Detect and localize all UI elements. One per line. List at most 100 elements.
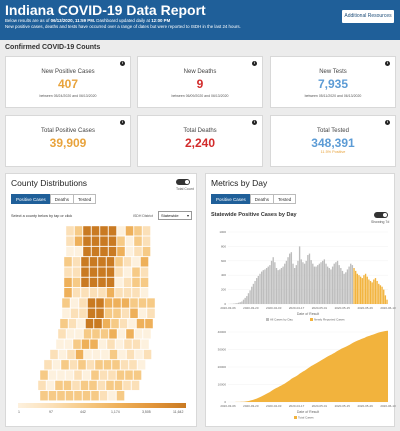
county-cell[interactable] bbox=[97, 277, 107, 288]
county-cell[interactable] bbox=[83, 328, 92, 340]
county-cell[interactable] bbox=[39, 369, 49, 381]
county-cell[interactable] bbox=[114, 267, 124, 278]
county-cell[interactable] bbox=[54, 380, 64, 391]
county-cell[interactable] bbox=[73, 390, 83, 401]
county-cell[interactable] bbox=[116, 226, 126, 237]
tab-positive-cases[interactable]: Positive Cases bbox=[11, 194, 50, 204]
county-cell[interactable] bbox=[137, 359, 146, 370]
county-cell[interactable] bbox=[125, 246, 134, 257]
county-cell[interactable] bbox=[107, 369, 117, 381]
county-cell[interactable] bbox=[82, 369, 91, 381]
county-cell[interactable] bbox=[133, 246, 143, 257]
county-cell[interactable] bbox=[39, 390, 49, 401]
county-cell[interactable] bbox=[125, 226, 134, 237]
metrics-tab-positive-cases[interactable]: Positive Cases bbox=[211, 194, 250, 204]
county-cell[interactable] bbox=[116, 390, 125, 401]
county-cell[interactable] bbox=[91, 236, 100, 247]
county-cell[interactable] bbox=[71, 380, 81, 391]
county-cell[interactable] bbox=[108, 246, 117, 257]
county-cell[interactable] bbox=[106, 277, 115, 288]
county-cell[interactable] bbox=[80, 277, 90, 288]
county-cell[interactable] bbox=[140, 339, 150, 350]
county-cell[interactable] bbox=[72, 256, 81, 267]
county-cell[interactable] bbox=[106, 267, 115, 278]
county-cell[interactable] bbox=[82, 246, 92, 257]
county-cell[interactable] bbox=[65, 226, 75, 237]
county-cell[interactable] bbox=[138, 297, 147, 309]
county-cell[interactable] bbox=[73, 369, 83, 381]
county-cell[interactable] bbox=[92, 349, 101, 360]
county-cell[interactable] bbox=[142, 246, 151, 257]
county-cell[interactable] bbox=[89, 277, 98, 288]
county-cell[interactable] bbox=[59, 318, 69, 329]
county-cell[interactable] bbox=[61, 308, 71, 319]
county-cell[interactable] bbox=[65, 246, 75, 257]
county-cell[interactable] bbox=[127, 318, 137, 329]
county-cell[interactable] bbox=[82, 226, 92, 237]
county-cell[interactable] bbox=[126, 349, 135, 360]
county-cell[interactable] bbox=[70, 297, 79, 309]
county-cell[interactable] bbox=[52, 359, 61, 370]
county-cell[interactable] bbox=[117, 349, 127, 360]
county-cell[interactable] bbox=[68, 318, 77, 329]
county-cell[interactable] bbox=[100, 328, 109, 340]
county-cell[interactable] bbox=[128, 359, 138, 370]
county-cell[interactable] bbox=[102, 318, 111, 329]
county-cell[interactable] bbox=[140, 277, 149, 288]
county-cell[interactable] bbox=[104, 297, 113, 309]
county-cell[interactable] bbox=[37, 380, 47, 391]
county-cell[interactable] bbox=[58, 349, 67, 360]
county-cell[interactable] bbox=[86, 359, 95, 370]
county-cell[interactable] bbox=[133, 369, 142, 381]
county-cell[interactable] bbox=[142, 236, 151, 247]
county-cell[interactable] bbox=[90, 390, 100, 401]
county-cell[interactable] bbox=[99, 246, 109, 257]
additional-resources-button[interactable]: Additional Resources bbox=[342, 10, 394, 23]
county-cell[interactable] bbox=[99, 226, 109, 237]
county-cell[interactable] bbox=[121, 297, 130, 309]
county-cell[interactable] bbox=[142, 226, 151, 237]
county-cell[interactable] bbox=[106, 287, 115, 298]
county-cell[interactable] bbox=[121, 308, 130, 319]
county-cell[interactable] bbox=[133, 226, 143, 237]
county-cell[interactable] bbox=[133, 236, 143, 247]
county-cell[interactable] bbox=[97, 287, 107, 298]
county-cell[interactable] bbox=[114, 256, 124, 267]
county-cell[interactable] bbox=[138, 308, 147, 319]
county-cell[interactable] bbox=[80, 267, 90, 278]
county-cell[interactable] bbox=[108, 226, 117, 237]
county-cell[interactable] bbox=[109, 349, 118, 360]
info-icon[interactable]: i bbox=[120, 61, 125, 66]
county-cell[interactable] bbox=[106, 339, 116, 350]
county-cell[interactable] bbox=[65, 390, 74, 401]
county-cell[interactable] bbox=[95, 297, 105, 309]
county-cell[interactable] bbox=[132, 339, 141, 350]
county-cell[interactable] bbox=[66, 328, 75, 340]
county-cell[interactable] bbox=[63, 256, 73, 267]
county-cell[interactable] bbox=[85, 318, 94, 329]
county-cell[interactable] bbox=[123, 256, 132, 267]
metrics-tab-tested[interactable]: Tested bbox=[273, 194, 297, 204]
county-cell[interactable] bbox=[72, 339, 82, 350]
county-cell[interactable] bbox=[105, 380, 115, 391]
county-cell[interactable] bbox=[114, 380, 123, 391]
county-cell[interactable] bbox=[108, 236, 117, 247]
info-icon[interactable]: i bbox=[252, 61, 257, 66]
county-cell[interactable] bbox=[116, 369, 125, 381]
county-cell[interactable] bbox=[104, 308, 113, 319]
county-cell[interactable] bbox=[89, 256, 98, 267]
county-cell[interactable] bbox=[49, 349, 59, 360]
county-cell[interactable] bbox=[91, 328, 101, 340]
county-cell[interactable] bbox=[89, 287, 98, 298]
county-cell[interactable] bbox=[78, 308, 88, 319]
county-cell[interactable] bbox=[89, 267, 98, 278]
county-cell[interactable] bbox=[131, 267, 141, 278]
county-cell[interactable] bbox=[131, 287, 141, 298]
county-cell[interactable] bbox=[146, 297, 156, 309]
county-cell[interactable] bbox=[74, 246, 83, 257]
county-cell[interactable] bbox=[72, 267, 81, 278]
county-cell[interactable] bbox=[129, 308, 139, 319]
county-cell[interactable] bbox=[94, 359, 104, 370]
county-cell[interactable] bbox=[134, 349, 144, 360]
county-cell[interactable] bbox=[144, 318, 154, 329]
